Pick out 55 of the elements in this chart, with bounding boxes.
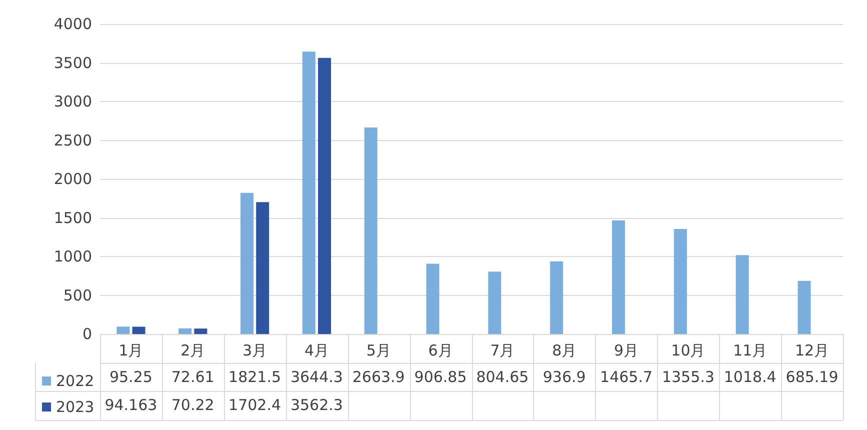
data-label: 2663.9 xyxy=(351,366,406,388)
x-tick-label: 7月 xyxy=(490,342,515,360)
x-tick-label: 1月 xyxy=(118,342,144,360)
bar xyxy=(240,192,254,334)
x-tick-label: 10月 xyxy=(671,342,706,360)
data-label: 1821.5 xyxy=(228,366,282,388)
data-label: 94.163 xyxy=(104,395,158,416)
x-tick-label: 3月 xyxy=(242,342,268,360)
bar xyxy=(178,328,192,334)
bar xyxy=(364,128,378,334)
data-label: 72.61 xyxy=(170,366,216,388)
data-label: 685.19 xyxy=(784,366,840,388)
y-tick-label: 1500 xyxy=(54,208,92,227)
y-tick-label: 4000 xyxy=(54,15,92,33)
bar xyxy=(550,261,564,334)
bar xyxy=(612,220,625,334)
data-label: 936.9 xyxy=(542,366,587,388)
y-tick-label: 2500 xyxy=(54,131,92,150)
y-tick-label: 1000 xyxy=(54,248,92,266)
x-tick-label: 9月 xyxy=(614,342,639,360)
x-tick-label: 8月 xyxy=(552,342,577,360)
bar xyxy=(116,326,130,334)
legend-label: 2023 xyxy=(56,398,94,416)
data-label: 3562.3 xyxy=(289,395,344,416)
data-label: 70.22 xyxy=(170,395,216,416)
bar xyxy=(132,326,146,334)
x-tick-label: 2月 xyxy=(180,342,206,360)
data-label: 95.25 xyxy=(108,366,154,388)
data-label: 1018.4 xyxy=(722,366,778,388)
bar xyxy=(194,328,208,334)
bar xyxy=(736,255,749,334)
data-label: 804.65 xyxy=(475,366,530,388)
legend-label: 2022 xyxy=(56,372,94,390)
bar xyxy=(318,58,332,334)
bar xyxy=(488,272,502,334)
data-label: 1465.7 xyxy=(599,366,654,388)
bar xyxy=(426,264,440,334)
bar xyxy=(302,52,316,334)
y-tick-label: 3500 xyxy=(54,54,92,72)
y-tick-label: 500 xyxy=(63,286,92,304)
data-label: 1702.4 xyxy=(228,395,282,416)
x-tick-label: 11月 xyxy=(733,342,768,360)
data-label: 3644.3 xyxy=(289,366,344,388)
bar xyxy=(674,228,687,334)
data-label: 906.85 xyxy=(413,366,468,388)
x-tick-label: 12月 xyxy=(794,342,830,360)
x-tick-label: 4月 xyxy=(304,342,329,360)
y-tick-label: 3000 xyxy=(54,92,92,110)
x-tick-label: 5月 xyxy=(366,342,391,360)
y-tick-label: 0 xyxy=(82,325,92,343)
y-tick-label: 2000 xyxy=(54,170,92,188)
bar xyxy=(798,280,811,334)
data-label: 1355.3 xyxy=(660,366,716,388)
x-tick-label: 6月 xyxy=(428,342,453,360)
bar xyxy=(256,202,270,334)
